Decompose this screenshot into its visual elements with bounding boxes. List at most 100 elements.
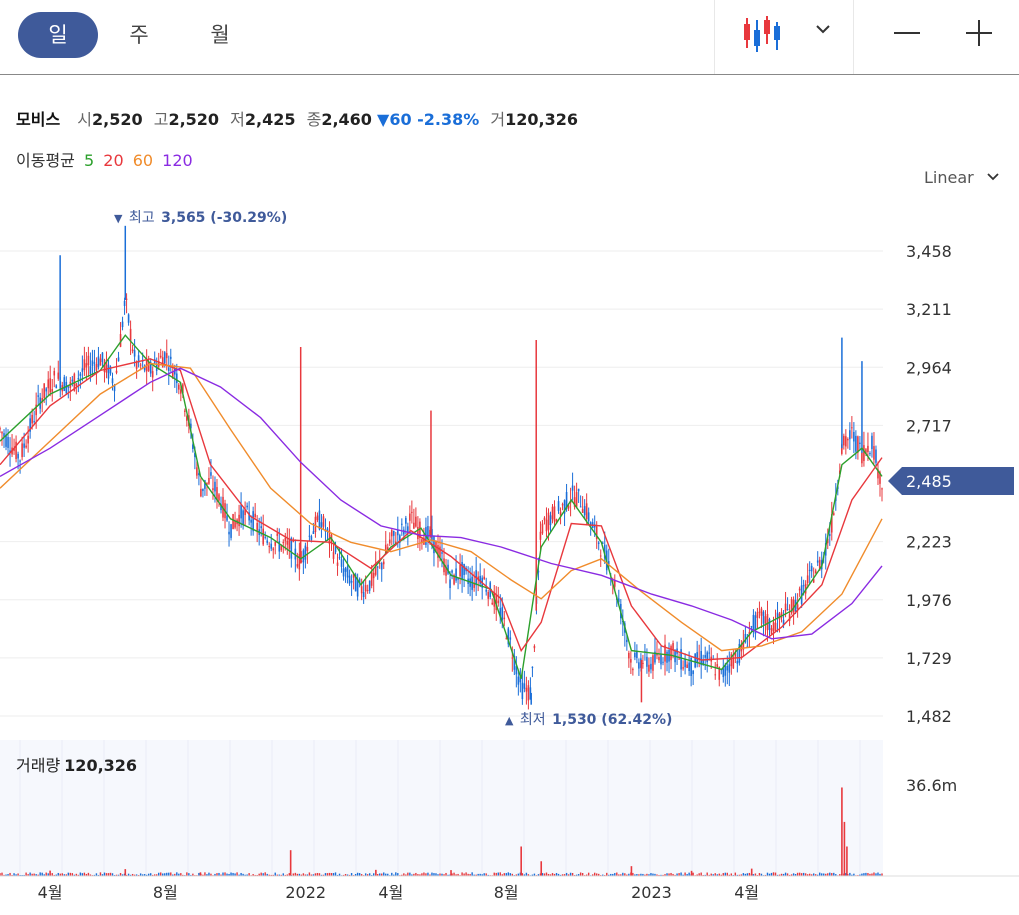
volume-bar	[722, 873, 724, 876]
ma-60[interactable]: 60	[132, 151, 154, 170]
candle-body	[836, 486, 839, 489]
volume-bar	[537, 874, 540, 876]
candle-body	[646, 656, 648, 667]
top-toolbar: 일 주 월	[0, 0, 1019, 75]
candle-body	[820, 560, 823, 570]
volume-bar	[730, 873, 733, 876]
volume-legend-label: 거래량	[16, 756, 61, 775]
candle-body	[386, 547, 389, 550]
volume-bar	[276, 874, 278, 876]
volume-bar	[176, 872, 178, 876]
minus-icon[interactable]	[888, 10, 928, 60]
volume-bar	[427, 872, 429, 876]
volume-bar	[622, 872, 624, 876]
volume-chart[interactable]: 36.6m 4월 8월 2022 4월 8월 2023 4월	[0, 740, 1019, 915]
volume-bar	[776, 874, 779, 876]
tab-week[interactable]: 주	[129, 23, 149, 47]
volume-bar	[831, 873, 833, 876]
candle-body	[236, 519, 238, 525]
volume-bar	[417, 874, 419, 876]
candle-body	[105, 359, 108, 373]
volume-bar	[658, 874, 660, 876]
volume-bar	[782, 873, 785, 876]
candle-body	[176, 373, 178, 384]
candle-body	[533, 645, 536, 649]
candle-body	[296, 564, 299, 567]
x-tick-label: 4월	[734, 883, 759, 902]
volume-bar	[121, 874, 124, 876]
ma-5[interactable]: 5	[83, 151, 95, 170]
volume-bar	[411, 874, 413, 876]
current-price-label: 2,485	[906, 472, 952, 491]
x-tick-label: 4월	[38, 883, 63, 902]
volume-bar	[232, 872, 234, 876]
open-value: 2,520	[92, 110, 143, 129]
volume-bar	[316, 872, 319, 876]
candlestick-icon[interactable]	[738, 10, 788, 60]
tab-month[interactable]: 월	[210, 23, 230, 47]
candle-body	[320, 522, 323, 529]
candle-body	[274, 541, 277, 546]
volume-bar	[403, 873, 405, 876]
chevron-down-icon[interactable]	[810, 10, 836, 60]
candle-body	[354, 574, 357, 592]
volume-bar	[97, 874, 100, 876]
candle-body	[696, 652, 698, 663]
volume-bar	[559, 874, 562, 876]
volume-bar	[441, 873, 443, 876]
volume-bar	[591, 874, 594, 876]
candle-body	[155, 364, 158, 371]
candle-body	[702, 660, 704, 665]
candle-body	[672, 643, 674, 650]
volume-bar	[682, 874, 684, 876]
candle-body	[746, 645, 749, 647]
volume-bar	[135, 874, 138, 876]
volume-bar	[348, 874, 351, 876]
scale-label: Linear	[924, 168, 974, 187]
candle-body	[415, 516, 417, 527]
candle-body	[784, 603, 787, 612]
candle-body	[222, 496, 224, 518]
plus-icon[interactable]	[960, 10, 1000, 60]
candle-body	[67, 386, 70, 388]
candle-body	[192, 444, 194, 449]
tab-day[interactable]: 일	[18, 12, 98, 58]
candle-body	[7, 437, 9, 448]
volume-bar	[567, 874, 570, 876]
x-tick-label: 8월	[153, 883, 178, 902]
candle-body	[15, 441, 17, 459]
candle-body	[728, 664, 731, 673]
volume-bar	[288, 873, 291, 876]
volume-bar	[230, 872, 232, 876]
volume-bar	[606, 872, 608, 876]
candle-body	[87, 355, 90, 366]
volume-bar	[702, 874, 704, 876]
candle-body	[232, 514, 234, 529]
volume-bar	[487, 874, 489, 876]
volume-bar	[419, 874, 421, 876]
scale-dropdown[interactable]: Linear	[924, 168, 1001, 187]
candle-body	[463, 563, 465, 575]
candle-body	[405, 517, 407, 524]
candle-body	[360, 586, 363, 594]
volume-bar	[296, 873, 299, 876]
candle-body	[69, 381, 72, 388]
candle-body	[740, 644, 743, 652]
candle-body	[796, 604, 799, 609]
ma-120[interactable]: 120	[162, 151, 193, 170]
candle-body	[51, 388, 54, 392]
candle-body	[234, 520, 236, 528]
ma-label: 이동평균	[16, 151, 75, 170]
candle-body	[593, 524, 596, 528]
volume-bar	[449, 874, 451, 876]
volume-bar	[145, 874, 148, 876]
volume-bar	[863, 873, 865, 876]
volume-legend: 거래량 120,326	[16, 752, 137, 776]
high-value: 2,520	[168, 110, 220, 129]
candle-body	[226, 515, 228, 521]
candle-body	[853, 432, 855, 442]
candle-body	[123, 300, 126, 307]
volume-bar	[660, 874, 662, 876]
candle-body	[11, 447, 13, 455]
ma-20[interactable]: 20	[103, 151, 124, 170]
